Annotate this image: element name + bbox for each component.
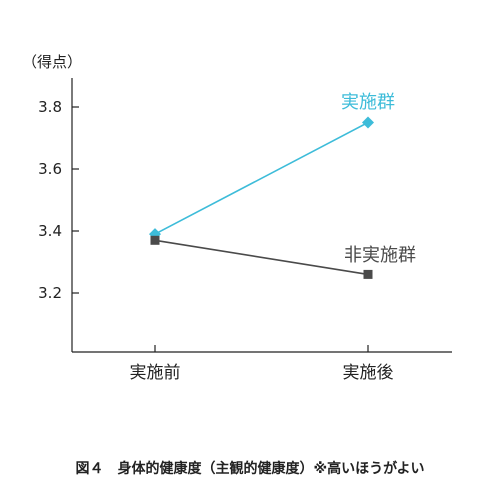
y-tick-label: 3.2: [38, 284, 62, 302]
y-tick-label: 3.4: [38, 222, 62, 240]
x-tick-label: 実施前: [130, 363, 181, 383]
y-ticks: 3.2 3.4 3.6 3.8: [38, 98, 79, 302]
figure-caption: 図４ 身体的健康度（主観的健康度）※高いほうがよい: [0, 458, 500, 478]
series-label: 実施群: [341, 92, 395, 113]
x-tick-label: 実施後: [343, 363, 394, 383]
x-ticks: 実施前 実施後: [130, 345, 394, 383]
figure-label: 図４: [75, 461, 104, 477]
series-label: 非実施群: [344, 245, 416, 266]
data-point-marker: [150, 235, 160, 245]
y-tick-label: 3.8: [38, 98, 62, 116]
figure-caption-text: 身体的健康度（主観的健康度）※高いほうがよい: [117, 461, 425, 477]
y-tick-label: 3.6: [38, 160, 62, 178]
y-unit-label: （得点）: [22, 53, 82, 71]
axes: [71, 78, 452, 353]
data-point-marker: [362, 116, 374, 129]
series-line: [154, 121, 369, 235]
data-point-marker: [363, 269, 373, 279]
series-line: [154, 239, 369, 276]
